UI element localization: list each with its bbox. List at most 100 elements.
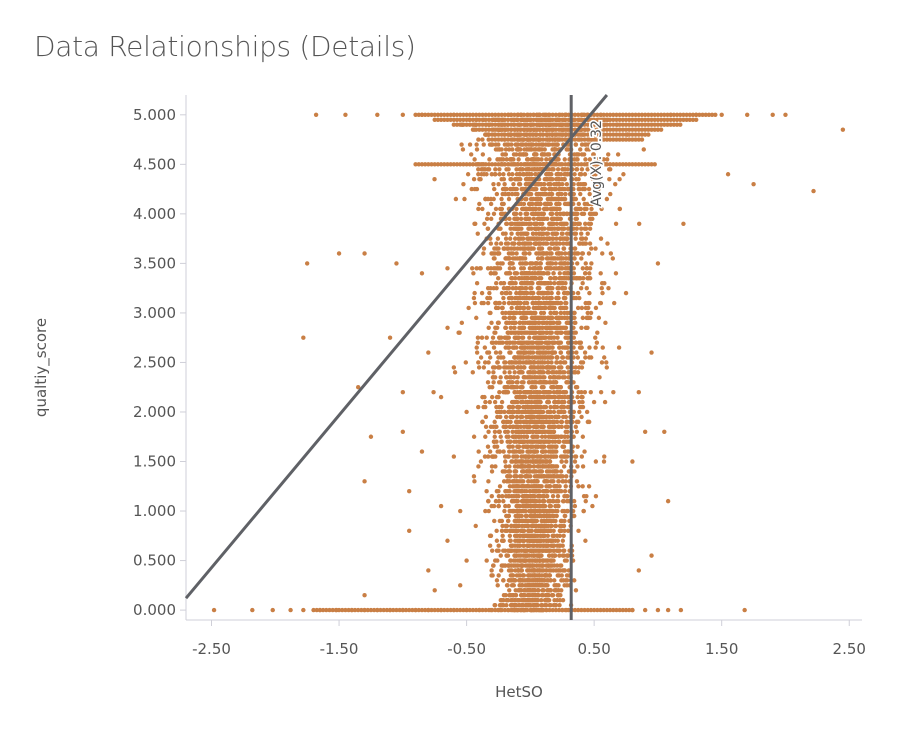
data-point	[566, 528, 571, 534]
data-point	[562, 489, 568, 494]
data-point	[575, 261, 580, 266]
data-point	[507, 404, 512, 410]
data-point	[558, 419, 564, 425]
data-point	[536, 439, 542, 444]
data-point	[557, 241, 562, 246]
data-point	[426, 350, 431, 355]
data-point	[587, 241, 593, 246]
data-point	[583, 157, 588, 162]
data-point	[550, 454, 556, 459]
data-point	[586, 251, 592, 256]
data-point	[495, 276, 501, 281]
data-point	[573, 211, 579, 217]
data-point	[563, 429, 568, 434]
data-point	[500, 419, 506, 425]
data-point	[573, 206, 578, 212]
data-point	[512, 528, 518, 534]
data-point	[481, 246, 487, 251]
data-point	[545, 558, 550, 563]
data-point	[583, 355, 588, 360]
data-point	[539, 276, 544, 281]
data-point	[587, 226, 593, 231]
data-point	[489, 469, 495, 474]
data-point	[527, 251, 532, 256]
data-point	[508, 528, 514, 534]
data-point	[508, 508, 513, 514]
data-point	[537, 578, 542, 583]
data-point	[487, 385, 492, 390]
data-point	[476, 137, 481, 142]
data-point	[512, 533, 518, 539]
data-point	[579, 325, 584, 330]
data-point	[426, 568, 431, 573]
data-point	[545, 474, 551, 479]
data-point	[556, 251, 561, 256]
data-point	[532, 266, 537, 271]
data-point	[477, 176, 482, 182]
data-point	[552, 563, 557, 568]
data-point	[539, 236, 544, 241]
data-point	[529, 444, 534, 449]
data-point	[343, 112, 348, 118]
data-point	[489, 320, 494, 326]
data-point	[550, 167, 555, 172]
data-point	[493, 167, 498, 172]
data-point	[558, 350, 564, 355]
data-point	[474, 147, 480, 152]
data-point	[559, 231, 565, 236]
data-point	[576, 484, 581, 489]
data-point	[573, 365, 578, 370]
data-point	[563, 305, 569, 311]
data-point	[522, 295, 528, 301]
data-point	[554, 181, 559, 187]
data-point	[501, 365, 507, 370]
data-point	[564, 221, 569, 226]
data-point	[445, 266, 450, 271]
data-point	[489, 172, 494, 177]
data-point	[557, 602, 562, 608]
data-point	[551, 320, 556, 326]
data-point	[499, 409, 504, 415]
data-point	[493, 498, 499, 504]
data-point	[550, 176, 555, 182]
data-point	[587, 157, 593, 162]
data-point	[533, 172, 538, 177]
data-point	[501, 281, 506, 286]
data-point	[544, 350, 549, 355]
data-point	[546, 261, 552, 266]
data-point	[496, 251, 502, 256]
data-point	[472, 479, 477, 484]
data-point	[575, 444, 580, 449]
data-point	[579, 365, 585, 370]
data-point	[550, 261, 555, 266]
data-point	[492, 558, 498, 563]
data-point	[496, 320, 501, 326]
data-point	[501, 578, 506, 583]
data-point	[506, 271, 512, 276]
data-point	[531, 236, 537, 241]
data-point	[521, 543, 526, 548]
data-point	[559, 489, 564, 494]
data-point	[562, 409, 567, 415]
data-point	[400, 389, 406, 395]
data-point	[587, 345, 592, 350]
data-point	[562, 528, 567, 534]
data-point	[561, 464, 567, 469]
data-point	[555, 191, 561, 197]
data-point	[491, 181, 496, 187]
data-point	[549, 241, 554, 246]
data-point	[536, 271, 541, 276]
data-point	[507, 449, 512, 454]
data-point	[556, 424, 562, 430]
data-point	[488, 216, 494, 222]
data-point	[555, 538, 561, 543]
data-point	[598, 271, 603, 276]
data-point	[518, 261, 523, 266]
data-point	[493, 330, 498, 335]
data-point	[487, 355, 493, 360]
data-point	[506, 172, 512, 177]
data-point	[530, 231, 536, 236]
data-point	[563, 236, 568, 241]
data-point	[451, 365, 457, 370]
data-point	[544, 295, 549, 301]
